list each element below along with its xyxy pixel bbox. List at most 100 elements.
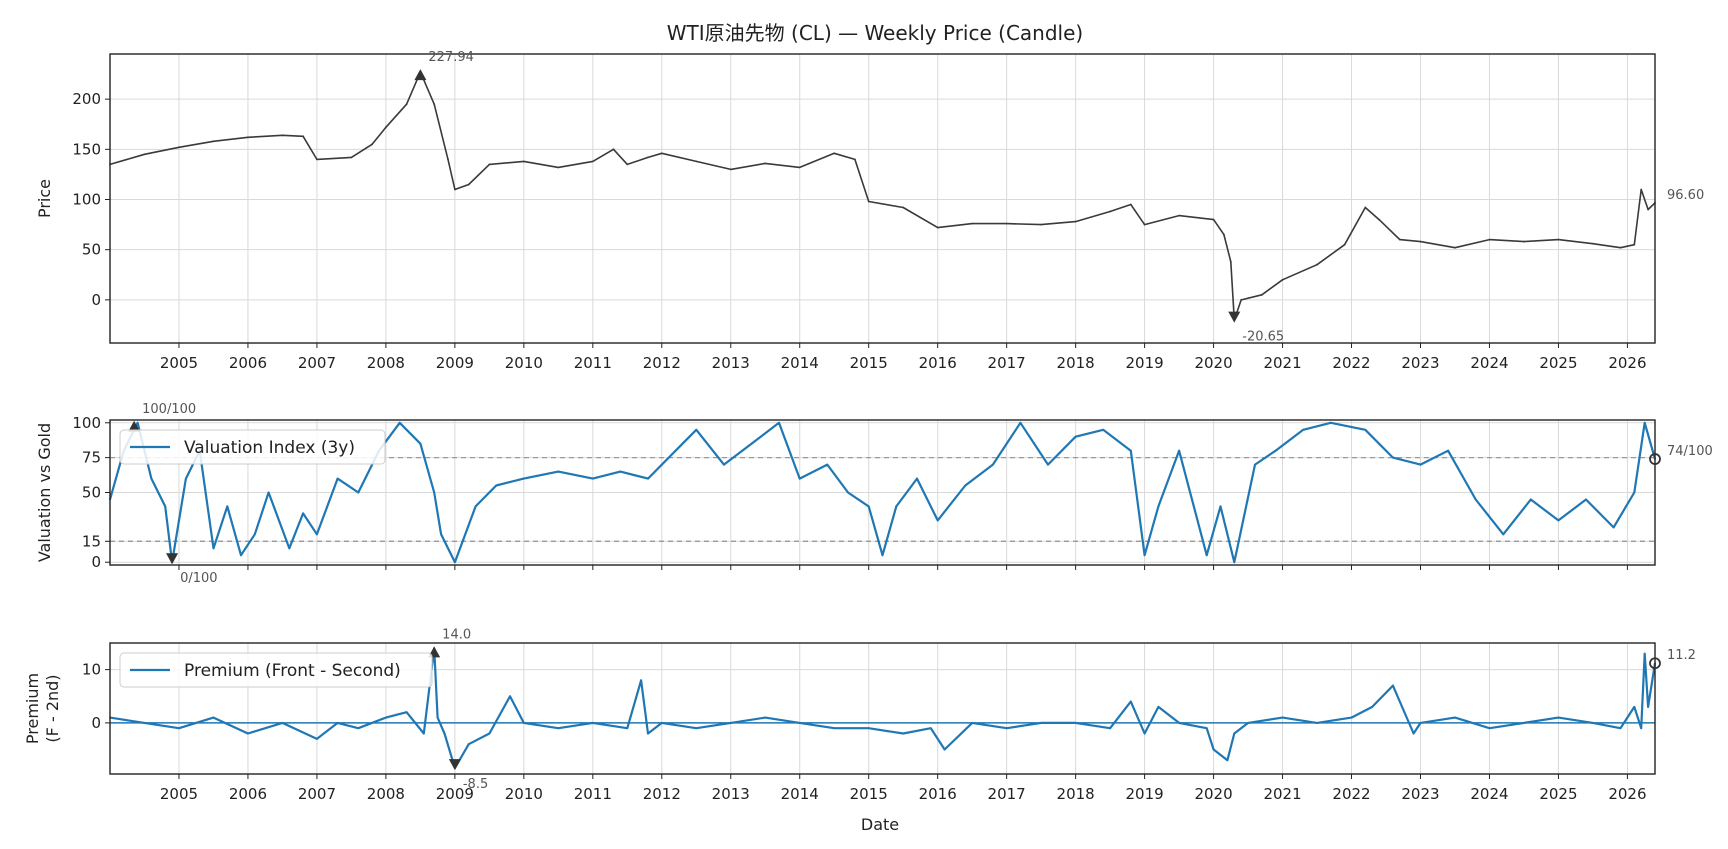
data-point [1419, 240, 1422, 243]
x-tick-label: 2017 [988, 785, 1026, 803]
x-tick-label: 2010 [505, 354, 543, 372]
x-tick-label: 2017 [988, 354, 1026, 372]
data-point [302, 512, 304, 515]
data-point [509, 695, 511, 698]
data-point [422, 732, 425, 735]
x-tick-label: 2026 [1608, 785, 1646, 803]
data-point [557, 727, 560, 730]
data-point [212, 140, 215, 143]
x-tick-label: 2026 [1608, 354, 1646, 372]
data-point [916, 477, 918, 480]
x-tick-label: 2023 [1401, 785, 1439, 803]
y-axis-label: Valuation vs Gold [35, 423, 54, 562]
data-point [443, 732, 446, 735]
data-point [1557, 238, 1560, 241]
data-point [1502, 533, 1505, 536]
data-point [1302, 428, 1305, 431]
data-point [178, 146, 180, 149]
data-point [902, 732, 905, 735]
data-point [1205, 727, 1208, 730]
data-point [1074, 722, 1077, 724]
y-tick-label: 200 [72, 90, 101, 108]
data-point [302, 135, 304, 138]
data-point [1454, 716, 1456, 719]
y-tick-label: 100 [72, 191, 101, 209]
x-tick-label: 2010 [505, 785, 543, 803]
x-tick-label: 2019 [1126, 785, 1164, 803]
price-panel: 2005 2006 2007 2008 2009 2010 2011 2012 2013 2014… [35, 50, 1704, 372]
data-point [612, 148, 615, 151]
data-point [1343, 243, 1346, 246]
data-point [1557, 519, 1560, 522]
x-tick-label: 2015 [850, 354, 888, 372]
data-point [185, 477, 187, 480]
data-point [1585, 498, 1587, 501]
x-tick-label: 2013 [712, 354, 750, 372]
data-point [1281, 716, 1284, 719]
data-point [591, 477, 594, 480]
data-point [150, 477, 153, 480]
max-annotation: 100/100 [142, 402, 196, 417]
data-point [1523, 722, 1525, 724]
data-point [447, 158, 449, 161]
data-point [1178, 214, 1180, 217]
last-marker [1649, 657, 1661, 670]
y-tick-label: 0 [91, 714, 101, 732]
y-tick-label: 10 [82, 661, 101, 679]
data-point [1592, 242, 1594, 245]
data-point [467, 743, 470, 746]
min-marker [448, 759, 461, 771]
x-axis-label: Date [861, 815, 899, 834]
data-point [1643, 652, 1646, 655]
data-point [226, 505, 229, 508]
data-point [336, 722, 339, 724]
data-point [136, 421, 139, 424]
data-point [522, 160, 525, 163]
x-tick-label: 2019 [1126, 354, 1164, 372]
x-tick-label: 2022 [1332, 785, 1370, 803]
data-point [467, 183, 470, 186]
data-point [1233, 732, 1236, 735]
y-tick-label: 50 [82, 241, 101, 259]
data-point [1398, 238, 1401, 241]
data-point [1447, 449, 1449, 452]
last-annotation: 74/100 [1667, 444, 1713, 459]
data-point [626, 163, 629, 166]
data-point [1074, 220, 1077, 223]
data-point [240, 554, 242, 557]
x-tick-label: 2006 [229, 354, 267, 372]
data-point [405, 711, 408, 714]
data-point [357, 727, 360, 730]
data-point [1019, 421, 1022, 424]
data-point [936, 519, 939, 522]
legend-box [119, 429, 386, 465]
data-point [212, 716, 215, 719]
data-point [854, 158, 856, 161]
data-point [695, 727, 698, 730]
data-point [247, 136, 249, 139]
data-point [143, 722, 146, 724]
data-point [316, 738, 318, 740]
data-point [1178, 449, 1180, 452]
data-point [1178, 722, 1180, 724]
x-tick-label: 2023 [1401, 354, 1439, 372]
x-tick-label: 2014 [781, 785, 819, 803]
min-annotation: 0/100 [180, 571, 217, 586]
data-point [1364, 428, 1367, 431]
data-point [867, 200, 870, 203]
data-point [433, 103, 436, 106]
x-tick-label: 2025 [1539, 354, 1577, 372]
premium-panel: 2005 2006 2007 2008 2009 2010 2011 2012 2013 2014… [23, 627, 1696, 803]
x-tick-label: 2016 [919, 354, 957, 372]
data-point [1640, 188, 1643, 191]
valuation-panel: 0 15 50 75 100 Valuation vs Gold 100/100 0/100 7… [35, 402, 1713, 586]
legend-box [119, 652, 433, 688]
y-tick-label: 15 [82, 532, 101, 550]
data-point [1223, 233, 1225, 236]
data-point [867, 505, 870, 508]
x-tick-label: 2022 [1332, 354, 1370, 372]
axes-frame [109, 53, 1656, 344]
data-point [1378, 218, 1380, 221]
data-point [1274, 449, 1277, 452]
data-point [1129, 203, 1132, 206]
